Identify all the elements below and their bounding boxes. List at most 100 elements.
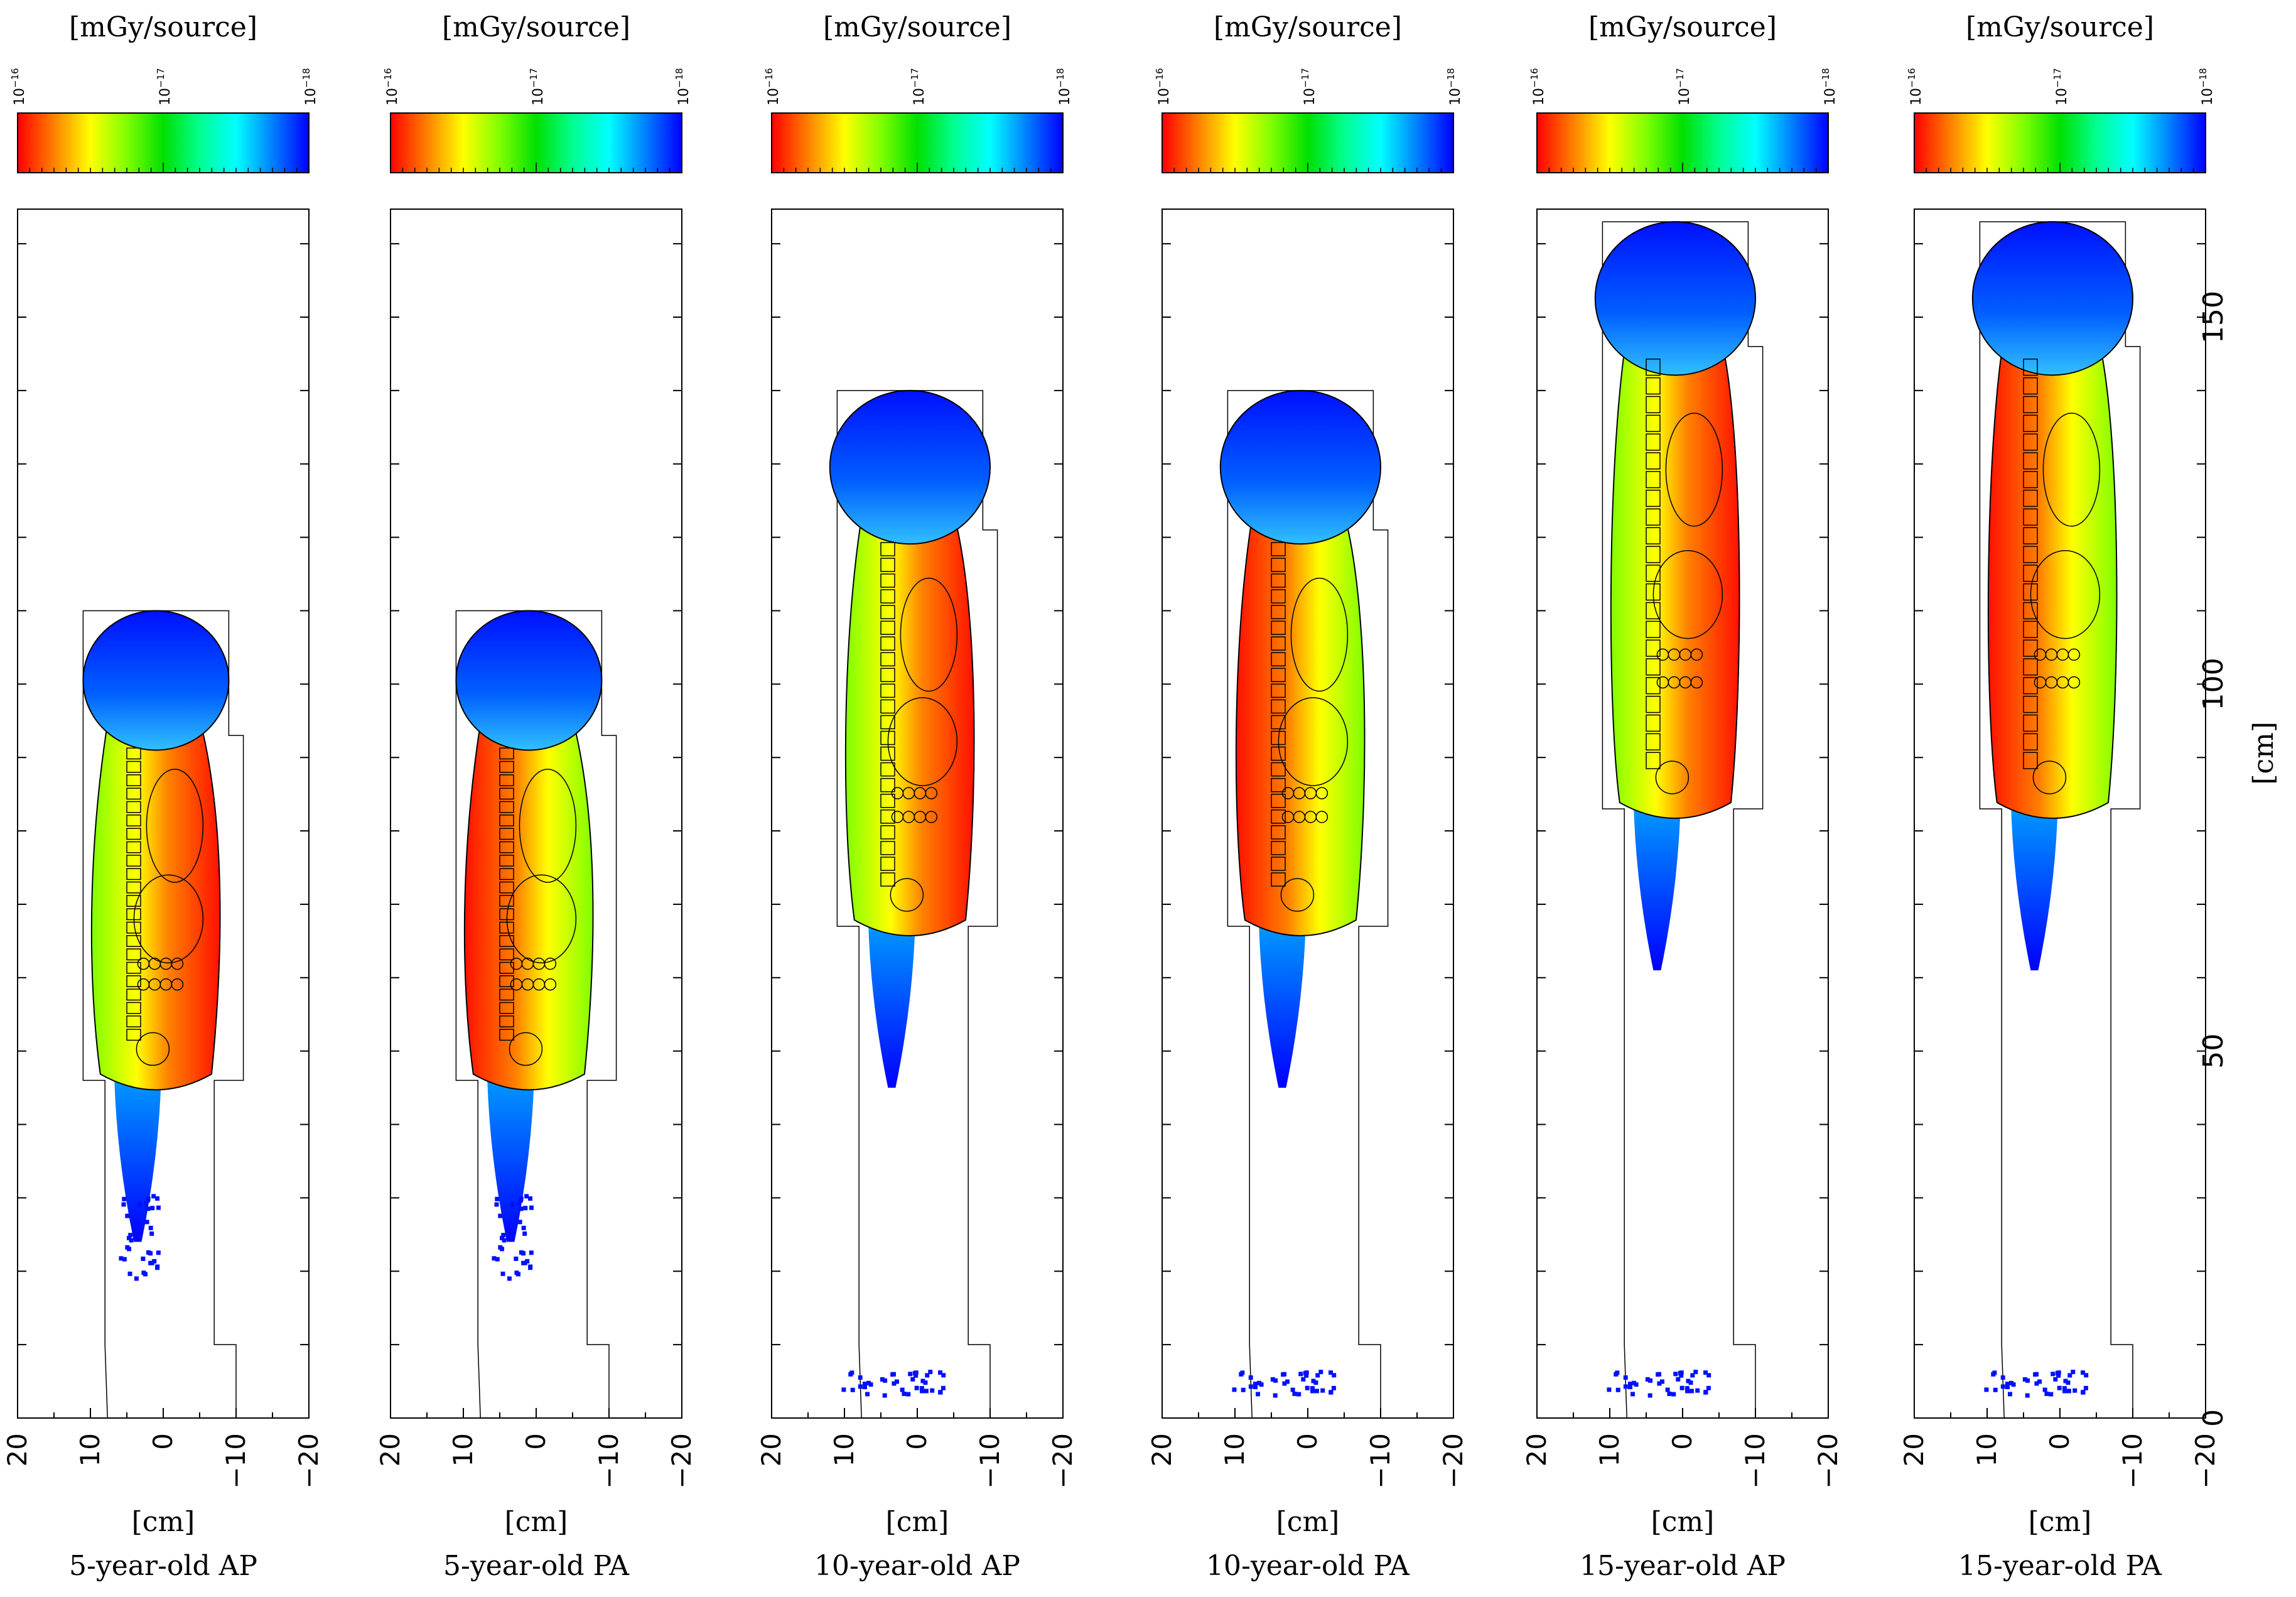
low-dose-voxel	[1673, 1372, 1678, 1377]
vertebra-contour	[1271, 558, 1286, 572]
x-tick-label: −10	[220, 1433, 251, 1489]
colorbar-tick-label: 10−16	[9, 68, 28, 106]
x-tick-label: −10	[593, 1433, 624, 1489]
low-dose-voxel	[127, 1247, 132, 1252]
low-dose-voxel	[925, 1373, 930, 1378]
low-dose-voxel	[2042, 1387, 2047, 1392]
bowel-contour	[1315, 811, 1329, 823]
low-dose-voxel	[2062, 1386, 2067, 1391]
low-dose-voxel	[2009, 1380, 2014, 1385]
bowel-contour	[544, 978, 557, 991]
low-dose-voxel	[133, 1220, 138, 1225]
liver-contour	[1652, 549, 1723, 639]
colorbar-tick-label: 10−17	[528, 68, 546, 106]
vertebra-contour	[1646, 433, 1661, 451]
phantom-boundary-outline	[1602, 221, 1764, 1419]
low-dose-voxel	[850, 1387, 855, 1392]
low-dose-voxel	[1993, 1387, 1998, 1392]
low-dose-voxel	[151, 1194, 156, 1199]
trunk-dose-region	[1235, 522, 1366, 936]
low-dose-voxel	[1332, 1373, 1337, 1378]
low-dose-voxel	[2034, 1381, 2039, 1386]
vertebra-contour	[1271, 809, 1286, 824]
low-dose-voxel	[868, 1382, 873, 1387]
low-dose-voxel	[892, 1372, 897, 1377]
low-dose-voxel	[2011, 1382, 2016, 1387]
vertebra-contour	[1646, 714, 1661, 732]
low-dose-voxel	[1678, 1371, 1683, 1376]
vertebra-contour	[1646, 639, 1661, 657]
vertebra-contour	[1271, 589, 1286, 604]
vertebra-contour	[880, 573, 895, 588]
low-dose-voxel	[2025, 1378, 2030, 1383]
low-dose-voxel	[155, 1196, 160, 1201]
low-dose-voxel	[906, 1392, 911, 1397]
panel-2: [mGy/source] 10−16 10−17 10−18 20 10 0 −10 −20 [c…	[375, 11, 697, 1582]
low-dose-voxel	[1679, 1385, 1684, 1390]
low-dose-voxel	[141, 1270, 146, 1275]
colorbar-unit-label: [mGy/source]	[1588, 11, 1777, 43]
x-tick-label: 0	[902, 1433, 932, 1450]
low-dose-voxel	[2055, 1371, 2060, 1376]
low-dose-voxel	[146, 1206, 151, 1211]
vertebra-contour	[126, 801, 141, 813]
low-dose-voxel	[1706, 1385, 1711, 1390]
y-tick-label: 0	[2197, 1409, 2229, 1427]
colorbar-unit-label: [mGy/source]	[1214, 11, 1402, 43]
low-dose-voxel	[519, 1206, 524, 1211]
low-dose-voxel	[1248, 1375, 1253, 1380]
vertebra-contour	[880, 825, 895, 840]
vertebra-contour	[126, 855, 141, 867]
vertebra-contour	[126, 948, 141, 961]
vertebra-contour	[1646, 527, 1661, 544]
low-dose-voxel	[150, 1206, 155, 1211]
x-axis-unit-label: [cm]	[132, 1506, 195, 1538]
vertebra-contour	[880, 857, 895, 871]
vertebra-contour	[880, 746, 895, 761]
vertebra-contour	[126, 788, 141, 800]
low-dose-voxel	[126, 1235, 131, 1240]
vertebra-contour	[880, 589, 895, 604]
head-dose-region	[1594, 221, 1756, 376]
x-tick-label: −20	[2190, 1433, 2221, 1489]
panel-caption: 5-year-old PA	[443, 1550, 630, 1582]
low-dose-voxel	[900, 1387, 905, 1392]
vertebra-contour	[1271, 746, 1286, 761]
vertebra-contour	[1646, 377, 1661, 395]
vertebra-contour	[126, 1015, 141, 1027]
vertebra-contour	[880, 558, 895, 572]
low-dose-voxel	[495, 1196, 500, 1201]
x-tick-label: 20	[756, 1433, 787, 1466]
low-dose-voxel	[2066, 1380, 2071, 1385]
low-dose-voxel	[2083, 1385, 2088, 1390]
x-tick-label: −10	[2117, 1433, 2148, 1489]
head-dose-region	[1971, 221, 2133, 376]
low-dose-voxel	[2051, 1372, 2056, 1377]
low-dose-voxel	[514, 1256, 519, 1261]
vertebra-contour	[499, 895, 514, 907]
low-dose-voxel	[1259, 1382, 1264, 1387]
head-dose-region	[829, 389, 991, 545]
bowel-contour	[1315, 787, 1329, 799]
low-dose-voxel	[500, 1247, 505, 1252]
vertebra-contour	[2023, 546, 2038, 563]
low-dose-voxel	[1706, 1373, 1711, 1378]
bowel-contour	[171, 957, 184, 970]
panel-5: [mGy/source] 10−16 10−17 10−18 20 10 0 −10 −20 [c…	[1521, 11, 1843, 1582]
x-axis-unit-label: [cm]	[1276, 1506, 1340, 1538]
low-dose-voxel	[137, 1201, 143, 1206]
low-dose-voxel	[522, 1231, 527, 1236]
low-dose-voxel	[1632, 1380, 1637, 1385]
low-dose-voxel	[517, 1220, 522, 1225]
low-dose-voxel	[1270, 1377, 1275, 1382]
low-dose-voxel	[1647, 1393, 1652, 1398]
x-tick-label: 20	[2, 1433, 33, 1466]
low-dose-voxel	[2062, 1389, 2067, 1394]
vertebra-contour	[880, 793, 895, 808]
low-dose-voxel	[938, 1370, 943, 1375]
low-dose-voxel	[1285, 1379, 1290, 1384]
low-dose-voxel	[498, 1213, 503, 1218]
trunk-dose-region	[844, 522, 975, 936]
y-tick-label: 100	[2197, 658, 2229, 710]
low-dose-voxel	[858, 1375, 863, 1380]
